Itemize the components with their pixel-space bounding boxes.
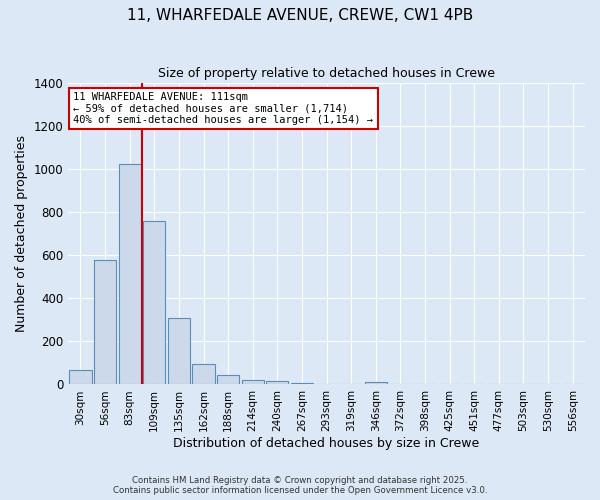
Bar	[143, 221, 166, 384]
Bar	[365, 382, 387, 384]
Bar	[266, 382, 289, 384]
Bar	[168, 318, 190, 384]
Bar	[119, 164, 141, 384]
Bar	[291, 382, 313, 384]
Bar	[70, 370, 92, 384]
Bar	[193, 364, 215, 384]
Title: Size of property relative to detached houses in Crewe: Size of property relative to detached ho…	[158, 68, 495, 80]
Bar	[242, 380, 264, 384]
X-axis label: Distribution of detached houses by size in Crewe: Distribution of detached houses by size …	[173, 437, 480, 450]
Text: Contains HM Land Registry data © Crown copyright and database right 2025.
Contai: Contains HM Land Registry data © Crown c…	[113, 476, 487, 495]
Bar	[217, 375, 239, 384]
Text: 11 WHARFEDALE AVENUE: 111sqm
← 59% of detached houses are smaller (1,714)
40% of: 11 WHARFEDALE AVENUE: 111sqm ← 59% of de…	[73, 92, 373, 126]
Y-axis label: Number of detached properties: Number of detached properties	[15, 136, 28, 332]
Text: 11, WHARFEDALE AVENUE, CREWE, CW1 4PB: 11, WHARFEDALE AVENUE, CREWE, CW1 4PB	[127, 8, 473, 22]
Bar	[94, 260, 116, 384]
